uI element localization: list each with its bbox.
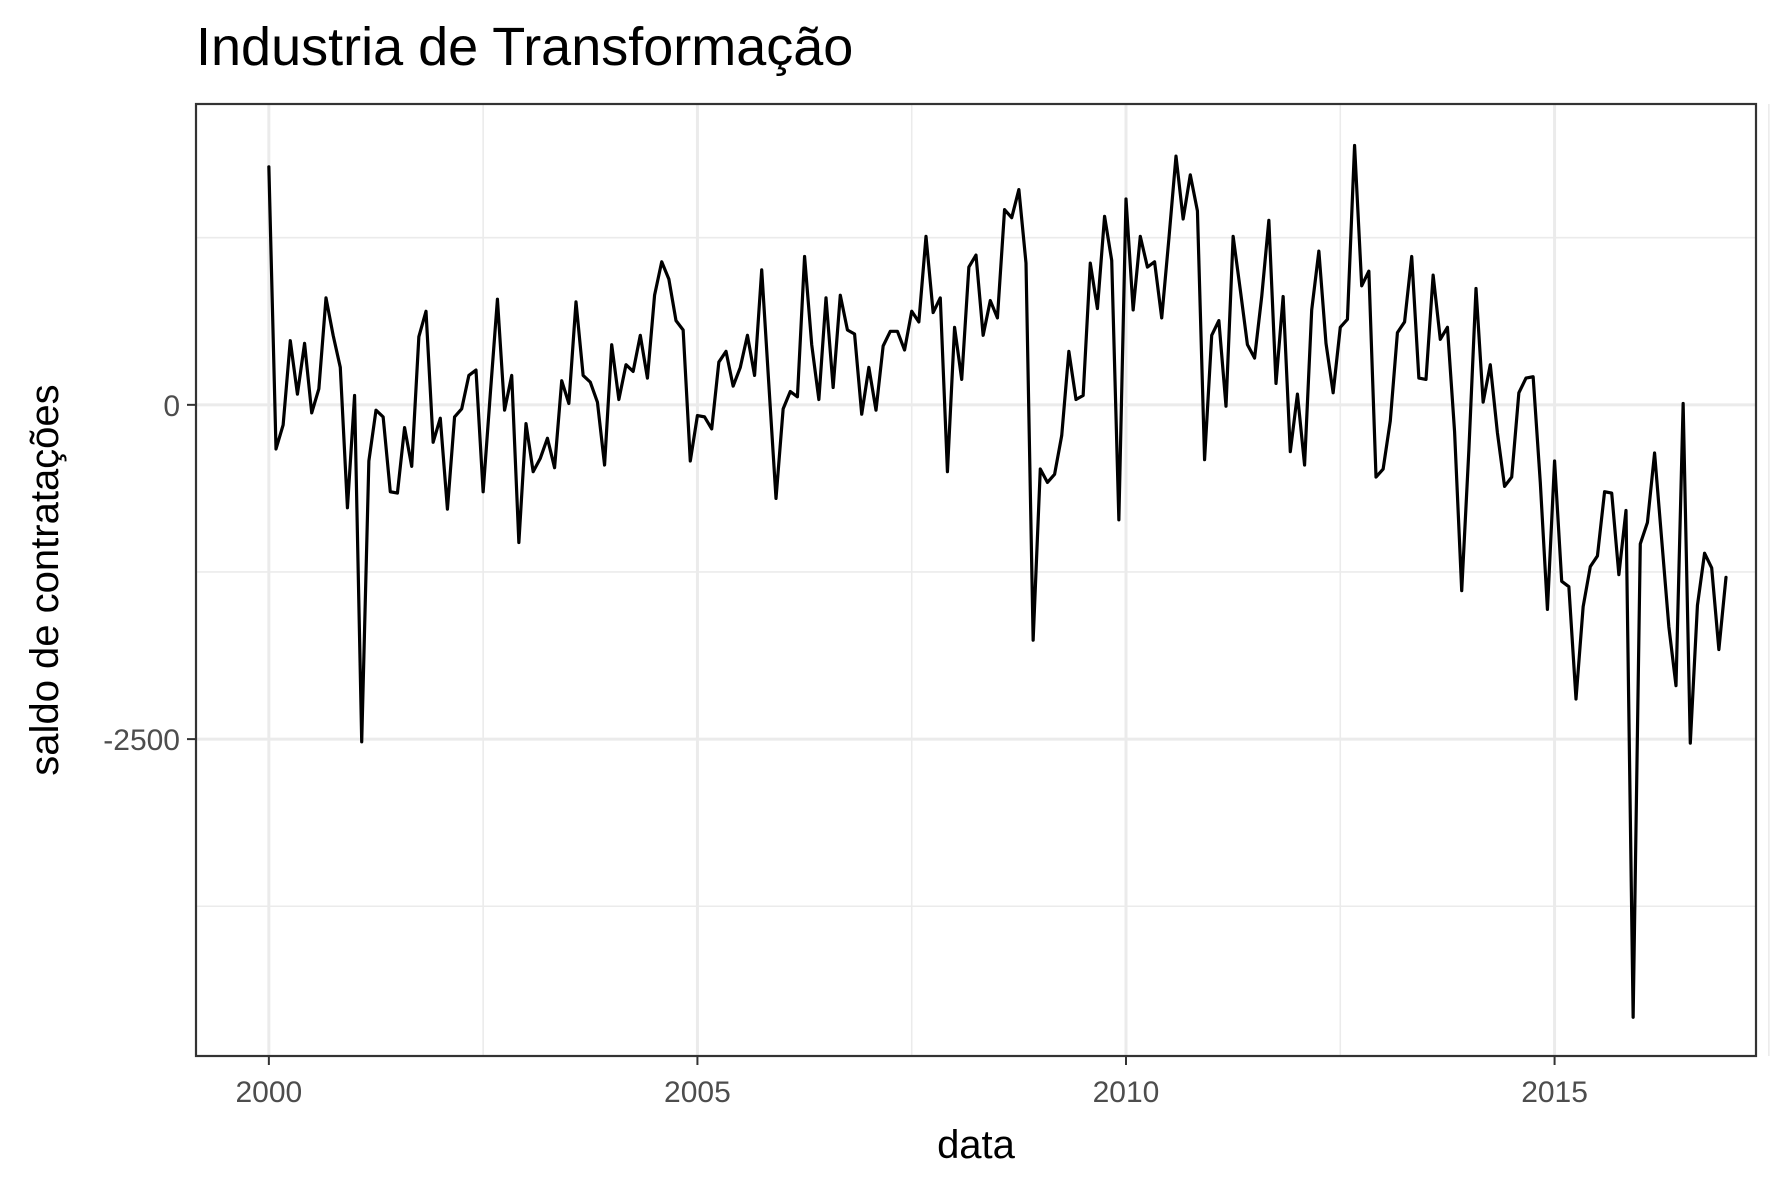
chart-title: Industria de Transformação xyxy=(196,17,853,77)
plot-panel-border xyxy=(194,102,1758,1058)
x-axis-title: data xyxy=(937,1123,1016,1167)
x-tick-label: 2010 xyxy=(1093,1076,1160,1109)
series-layer xyxy=(267,143,1728,1019)
y-tick-label: -2500 xyxy=(103,724,180,757)
y-axis-title: saldo de contratações xyxy=(23,384,67,775)
y-axis-ticks: 0 -2500 xyxy=(103,390,196,757)
x-tick-label: 2005 xyxy=(664,1076,731,1109)
minor-gridlines xyxy=(196,104,1770,1056)
y-tick-label: 0 xyxy=(163,390,180,423)
major-gridlines xyxy=(196,104,1756,1056)
x-axis-ticks: 2000 2005 2010 2015 xyxy=(235,1056,1588,1109)
x-tick-label: 2000 xyxy=(235,1076,302,1109)
x-tick-label: 2015 xyxy=(1521,1076,1588,1109)
series-line xyxy=(267,143,1728,1019)
